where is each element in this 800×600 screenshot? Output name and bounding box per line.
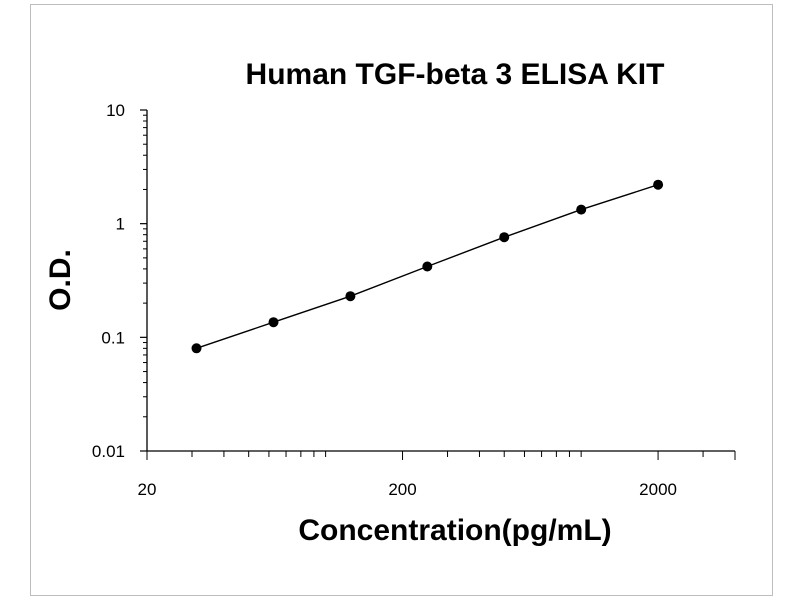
data-point xyxy=(576,204,587,215)
data-point xyxy=(422,261,433,272)
data-point xyxy=(653,179,664,190)
y-tick-label: 10 xyxy=(106,101,125,120)
x-tick-label: 2000 xyxy=(639,480,677,499)
tick-labels: 10 1 0.1 0.01 20 200 2000 xyxy=(92,101,677,499)
data-point xyxy=(191,343,202,354)
data-point xyxy=(268,317,279,328)
plot-area xyxy=(191,179,664,354)
ticks xyxy=(140,109,736,460)
chart-title: Human TGF-beta 3 ELISA KIT xyxy=(246,58,665,91)
chart-frame xyxy=(30,4,773,596)
data-point xyxy=(345,291,356,302)
x-tick-label: 20 xyxy=(138,480,157,499)
y-axis-label: O.D. xyxy=(44,249,77,311)
y-tick-label: 0.01 xyxy=(92,442,125,461)
y-tick-label: 0.1 xyxy=(101,328,125,347)
x-tick-label: 200 xyxy=(388,480,416,499)
data-point xyxy=(499,232,510,243)
axes xyxy=(146,110,735,452)
x-axis-label: Concentration(pg/mL) xyxy=(298,514,611,547)
y-tick-label: 1 xyxy=(116,215,125,234)
